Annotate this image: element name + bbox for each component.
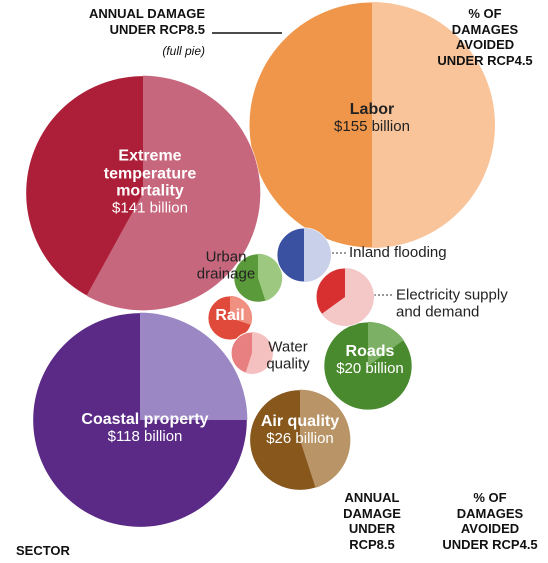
pie-avoided	[300, 389, 351, 488]
legend-damage: ANNUAL DAMAGE UNDER RCP8.5	[89, 6, 205, 37]
legend-line: DAMAGES	[456, 505, 524, 521]
legend-line: UNDER RCP8.5	[109, 21, 205, 37]
legend-line: % OF	[473, 490, 507, 505]
footer-sector: SECTOR	[16, 543, 70, 558]
sector-name: Water quality	[266, 338, 310, 372]
sector-label: Extreme temperature mortality $141 billio…	[70, 147, 230, 216]
sector-value: $141 billion	[112, 199, 188, 217]
sector-name: Electricity supply and demand	[396, 286, 508, 320]
legend-line: UNDER RCP4.5	[437, 52, 533, 68]
legend-line: ANNUAL	[344, 490, 400, 505]
sector-label: Inland flooding	[349, 243, 479, 262]
footer-damage: ANNUAL DAMAGE UNDER RCP8.5	[322, 490, 422, 552]
legend-line: DAMAGES	[451, 21, 519, 37]
sector-name: Extreme temperature mortality	[103, 147, 197, 200]
sector-label: Rail	[205, 307, 255, 325]
sector-name: Inland flooding	[349, 243, 447, 261]
pie-avoided	[140, 312, 248, 420]
legend-line: UNDER RCP4.5	[442, 536, 538, 552]
footer-avoided: % OF DAMAGES AVOIDED UNDER RCP4.5	[434, 490, 546, 552]
legend-line: AVOIDED	[455, 37, 515, 53]
legend-line: % OF	[468, 6, 502, 21]
legend-line: ANNUAL DAMAGE	[88, 6, 205, 21]
sector-label: Urban drainage	[191, 248, 261, 283]
sector-name: Labor	[349, 100, 395, 118]
legend-line: UNDER	[348, 521, 396, 537]
sector-label: Roads $20 billion	[320, 343, 420, 377]
sector-name: Air quality	[260, 412, 340, 430]
pie-avoided	[245, 332, 273, 374]
pie-avoided	[304, 227, 332, 283]
pie-avoided	[368, 321, 404, 366]
sector-name: Coastal property	[81, 410, 209, 428]
pie-avoided	[86, 75, 261, 311]
sector-label: Labor $155 billion	[292, 101, 452, 135]
legend-line: RCP8.5	[349, 536, 395, 552]
sector-label: Water quality	[253, 338, 323, 373]
legend-line: AVOIDED	[460, 521, 520, 537]
legend-avoided: % OF DAMAGES AVOIDED UNDER RCP4.5	[430, 6, 540, 68]
legend-line: DAMAGE	[343, 505, 401, 521]
pie-avoided	[372, 2, 495, 248]
sector-name: Urban drainage	[196, 248, 256, 282]
sector-label: Coastal property $118 billion	[40, 411, 250, 445]
sector-name: Rail	[215, 307, 245, 325]
sector-value: $155 billion	[334, 117, 410, 135]
pie-avoided	[321, 268, 374, 326]
sector-value: $26 billion	[266, 429, 334, 447]
pie-avoided	[258, 253, 283, 302]
legend-note: (full pie)	[162, 44, 205, 58]
sector-label: Air quality $26 billion	[245, 413, 355, 447]
sector-value: $118 billion	[107, 427, 183, 445]
sector-label: Electricity supply and demand	[396, 286, 516, 321]
pie-avoided	[230, 295, 253, 325]
sector-name: Roads	[345, 342, 395, 360]
sector-value: $20 billion	[336, 359, 404, 377]
